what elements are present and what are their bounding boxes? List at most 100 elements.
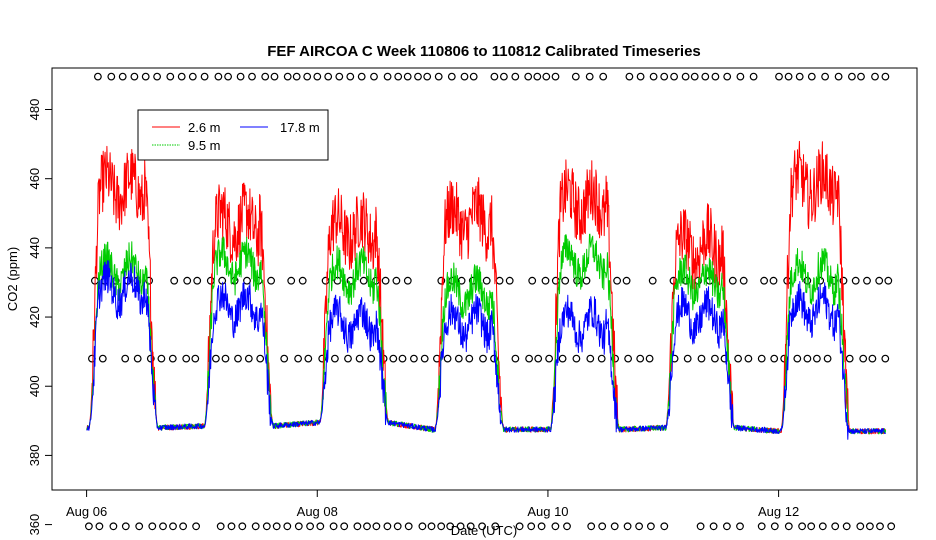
- calibration-marker-184: [884, 276, 893, 285]
- calibration-marker-147: [359, 276, 368, 285]
- y-tick-label-1: 380: [27, 445, 42, 467]
- calibration-marker-6: [159, 522, 167, 531]
- calibration-marker-175: [769, 276, 778, 285]
- x-tick-label-3: Aug 12: [758, 504, 799, 519]
- calibration-marker-198: [248, 72, 256, 81]
- calibration-marker-230: [636, 72, 645, 81]
- calibration-marker-241: [775, 72, 783, 81]
- calibration-marker-95: [479, 354, 487, 363]
- calibration-marker-90: [420, 354, 429, 363]
- legend: 2.6 m 9.5 m 17.8 m: [137, 109, 329, 161]
- calibration-marker-46: [647, 522, 655, 531]
- calibration-marker-159: [528, 276, 537, 285]
- calibration-marker-236: [701, 72, 710, 81]
- calibration-marker-11: [227, 522, 236, 531]
- calibration-marker-238: [723, 72, 732, 81]
- calibration-marker-65: [98, 354, 107, 363]
- series-lines: [86, 140, 887, 440]
- calibration-marker-70: [168, 354, 177, 363]
- calibration-marker-15: [272, 522, 281, 531]
- calibration-marker-102: [572, 354, 581, 363]
- calibration-marker-37: [527, 522, 536, 531]
- calibration-marker-232: [660, 72, 669, 81]
- calibration-marker-40: [563, 522, 571, 531]
- y-tick-label-0: 360: [27, 514, 42, 536]
- calibration-marker-219: [490, 72, 499, 81]
- calibration-marker-142: [287, 276, 296, 285]
- calibration-marker-13: [251, 522, 260, 531]
- calibration-marker-181: [851, 276, 860, 285]
- calibration-marker-200: [270, 72, 279, 81]
- calibration-marker-220: [500, 72, 508, 81]
- legend-label-9-5m: 9.5 m: [188, 138, 221, 153]
- y-tick-label-4: 440: [27, 237, 42, 259]
- calibration-marker-228: [599, 72, 608, 81]
- chart-title: FEF AIRCOA C Week 110806 to 110812 Calib…: [267, 43, 701, 60]
- calibration-marker-73: [211, 354, 220, 363]
- calibration-marker-87: [389, 354, 398, 363]
- series-line-9-5-m: [86, 233, 887, 435]
- calibration-marker-222: [524, 72, 533, 81]
- calibration-marker-106: [624, 354, 632, 363]
- y-tick-label-6: 480: [27, 99, 42, 121]
- calibration-marker-197: [236, 72, 245, 81]
- calibration-marker-80: [304, 354, 313, 363]
- calibration-marker-56: [807, 522, 816, 531]
- calibration-marker-41: [587, 522, 596, 531]
- calibration-marker-119: [793, 354, 802, 363]
- calibration-marker-10: [216, 522, 225, 531]
- calibration-marker-172: [728, 276, 737, 285]
- calibration-marker-160: [541, 276, 550, 285]
- calibration-marker-126: [881, 354, 890, 363]
- calibration-marker-124: [859, 354, 868, 363]
- x-tick-label-0: Aug 06: [66, 504, 107, 519]
- calibration-marker-0: [84, 522, 93, 531]
- calibration-marker-99: [534, 354, 543, 363]
- calibration-marker-223: [533, 72, 542, 81]
- calibration-marker-121: [813, 354, 821, 363]
- calibration-marker-83: [344, 354, 352, 363]
- calibration-marker-218: [469, 72, 478, 81]
- calibration-marker-1: [95, 522, 104, 531]
- legend-label-2-6m: 2.6 m: [188, 120, 221, 135]
- calibration-marker-8: [179, 522, 188, 531]
- calibration-marker-244: [807, 72, 816, 81]
- calibration-marker-19: [316, 522, 325, 531]
- calibration-marker-50: [723, 522, 731, 531]
- calibration-marker-237: [711, 72, 720, 81]
- calibration-marker-78: [280, 354, 289, 363]
- y-axis-label: CO2 (ppm): [5, 247, 20, 311]
- calibration-marker-239: [736, 72, 745, 81]
- calibration-marker-185: [93, 72, 102, 81]
- calibration-marker-212: [403, 72, 412, 81]
- calibration-marker-221: [511, 72, 520, 81]
- calibration-marker-192: [177, 72, 186, 81]
- calibration-marker-47: [660, 522, 669, 531]
- calibration-marker-112: [711, 354, 719, 363]
- calibration-marker-206: [335, 72, 344, 81]
- calibration-marker-110: [683, 354, 692, 363]
- calibration-marker-94: [465, 354, 474, 363]
- calibration-marker-248: [857, 72, 865, 81]
- series-line-2-6-m: [86, 140, 886, 435]
- y-tick-label-5: 460: [27, 168, 42, 190]
- calibration-marker-51: [736, 522, 744, 531]
- calibration-marker-211: [394, 72, 403, 81]
- calibration-marker-116: [757, 354, 766, 363]
- calibration-marker-186: [107, 72, 116, 81]
- calibration-marker-72: [191, 354, 200, 363]
- calibration-marker-191: [166, 72, 175, 81]
- calibration-marker-71: [182, 354, 191, 363]
- calibration-marker-16: [283, 522, 292, 531]
- calibration-marker-31: [446, 522, 455, 531]
- calibration-marker-187: [118, 72, 127, 81]
- calibration-marker-122: [823, 354, 832, 363]
- calibration-marker-152: [437, 276, 446, 285]
- calibration-marker-136: [206, 276, 215, 285]
- calibration-marker-214: [423, 72, 432, 81]
- calibration-marker-134: [183, 276, 192, 285]
- x-axis: Aug 06 Aug 08 Aug 10 Aug 12: [66, 490, 799, 519]
- calibration-marker-104: [597, 354, 606, 363]
- calibration-marker-246: [834, 72, 843, 81]
- calibration-marker-36: [515, 522, 524, 531]
